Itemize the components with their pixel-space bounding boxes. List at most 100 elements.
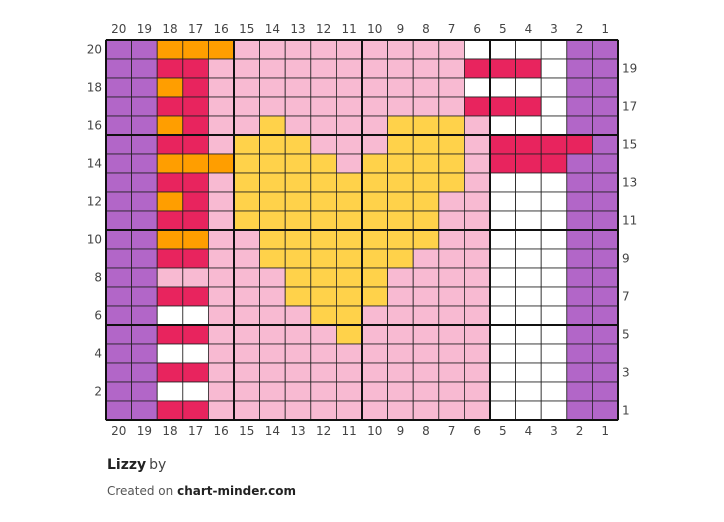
column-label-top: 9 [397,22,405,36]
chart-cell [515,191,542,212]
chart-cell [105,362,133,383]
chart-cell [361,324,389,345]
column-label-top: 20 [111,22,126,36]
chart-cell [310,96,337,117]
chart-cell [310,153,337,174]
column-label-top: 10 [367,22,382,36]
chart-cell [387,248,414,269]
site-link[interactable]: chart-minder.com [177,484,296,498]
chart-cell [515,286,542,307]
chart-cell [412,191,440,212]
chart-cell [387,324,414,345]
chart-cell [284,191,312,212]
chart-cell [233,172,261,193]
chart-cell [335,267,363,288]
chart-cell [361,77,389,98]
chart-cell [592,343,619,364]
chart-cell [335,343,363,364]
chart-cell [489,96,517,117]
chart-cell [310,210,337,231]
credit-line: Created on chart-minder.com [107,484,296,498]
chart-cell [387,58,414,79]
chart-cell [259,58,286,79]
chart-cell [463,267,491,288]
chart-cell [259,286,286,307]
column-label-bottom: 8 [422,424,430,438]
chart-cell [412,210,440,231]
chart-cell [387,286,414,307]
chart-cell [156,77,184,98]
chart-cell [438,153,465,174]
chart-cell [438,58,465,79]
chart-cell [566,400,593,421]
chart-cell [387,210,414,231]
chart-cell [463,39,491,60]
column-label-top: 4 [525,22,533,36]
chart-cell [259,229,286,250]
chart-cell [361,381,389,402]
chart-cell [207,210,235,231]
chart-cell [310,134,337,155]
chart-cell [105,400,133,421]
chart-cell [284,39,312,60]
chart-cell [131,153,158,174]
chart-cell [105,172,133,193]
chart-cell [335,96,363,117]
chart-cell [387,362,414,383]
chart-cell [182,286,209,307]
column-label-bottom: 19 [137,424,152,438]
column-label-top: 12 [316,22,331,36]
chart-cell [259,324,286,345]
chart-cell [131,96,158,117]
row-label-right: 19 [622,62,637,76]
chart-cell [284,153,312,174]
column-label-top: 14 [265,22,280,36]
chart-cell [156,134,184,155]
chart-cell [387,229,414,250]
chart-cell [131,77,158,98]
chart-cell [515,210,542,231]
chart-cell [310,362,337,383]
chart-cell [182,39,209,60]
chart-cell [592,210,619,231]
column-label-top: 6 [473,22,481,36]
chart-cell [259,115,286,136]
chart-cell [489,115,517,136]
chart-cell [387,77,414,98]
chart-cell [540,324,568,345]
chart-cell [489,229,517,250]
chart-cell [182,343,209,364]
chart-cell [207,153,235,174]
chart-cell [131,305,158,326]
chart-cell [515,96,542,117]
chart-cell [233,134,261,155]
chart-cell [566,153,593,174]
column-label-bottom: 13 [290,424,305,438]
chart-cell [540,286,568,307]
chart-cell [412,96,440,117]
column-label-top: 18 [162,22,177,36]
chart-cell [259,267,286,288]
chart-cell [515,229,542,250]
chart-cell [233,39,261,60]
chart-cell [335,400,363,421]
chart-cell [131,229,158,250]
chart-cell [592,305,619,326]
chart-cell [182,381,209,402]
chart-cell [540,77,568,98]
chart-cell [515,77,542,98]
chart-cell [182,210,209,231]
column-label-bottom: 17 [188,424,203,438]
chart-cell [182,58,209,79]
chart-cell [489,343,517,364]
row-label-right: 3 [622,366,630,380]
row-label-left: 2 [94,385,102,399]
chart-cell [156,172,184,193]
chart-cell [412,400,440,421]
chart-cell [182,96,209,117]
chart-cell [515,400,542,421]
chart-cell [310,400,337,421]
chart-cell [105,115,133,136]
chart-cell [131,172,158,193]
chart-cell [515,172,542,193]
